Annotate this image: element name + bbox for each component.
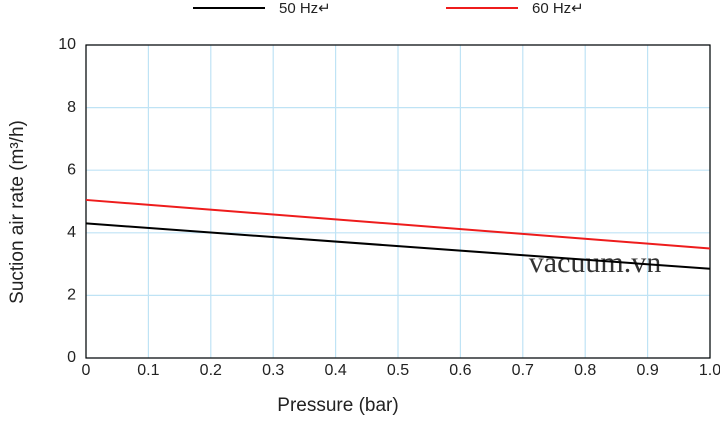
x-tick-label: 0.6	[449, 362, 471, 379]
y-tick-label: 6	[67, 161, 76, 178]
plot-frame	[85, 44, 711, 359]
x-tick-label: 0.4	[324, 362, 346, 379]
y-tick-label: 10	[58, 36, 76, 53]
y-tick-label: 2	[67, 287, 76, 304]
x-axis-label: Pressure (bar)	[277, 395, 398, 416]
x-tick-label: 0.5	[387, 362, 409, 379]
x-tick-label: 1.0	[699, 362, 720, 379]
y-tick-label: 8	[67, 99, 76, 116]
y-tick-label: 0	[67, 349, 76, 366]
x-tick-label: 0.2	[200, 362, 222, 379]
x-tick-label: 0.8	[574, 362, 596, 379]
x-tick-label: 0	[82, 362, 91, 379]
series-line	[85, 222, 711, 270]
y-tick-label: 4	[67, 224, 76, 241]
legend-label: 50 Hz↵	[279, 0, 331, 17]
series-line	[85, 198, 711, 250]
legend-label: 60 Hz↵	[532, 0, 584, 17]
watermark: vacuum.vn	[529, 246, 661, 279]
x-tick-label: 0.1	[137, 362, 159, 379]
x-tick-label: 0.7	[512, 362, 534, 379]
x-tick-label: 0.9	[636, 362, 658, 379]
y-axis-label: Suction air rate (m³/h)	[7, 120, 28, 304]
x-tick-label: 0.3	[262, 362, 284, 379]
